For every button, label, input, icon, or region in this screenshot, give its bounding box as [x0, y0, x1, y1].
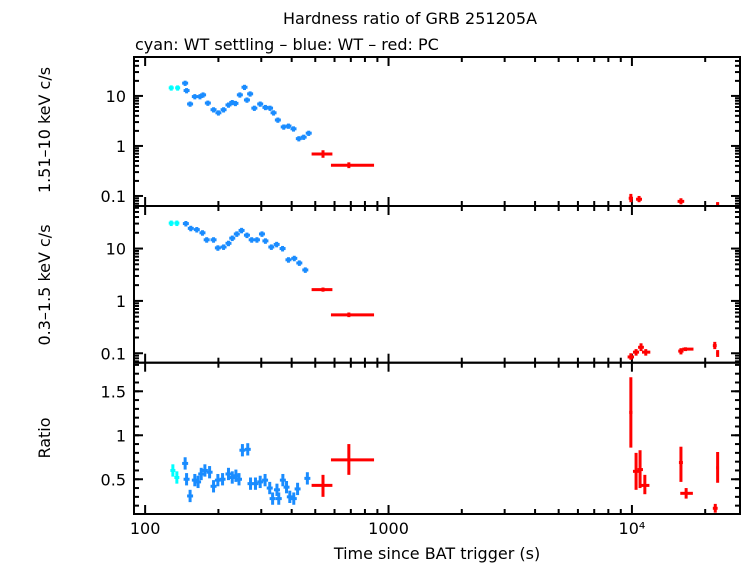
chart-title: Hardness ratio of GRB 251205A — [283, 9, 537, 28]
x-tick-label: 100 — [130, 519, 161, 538]
y-tick-label: 1.5 — [101, 382, 126, 401]
panel-frame-0 — [133, 56, 741, 207]
panel-frame-2 — [133, 361, 741, 516]
y-tick-label: 0.5 — [101, 470, 126, 489]
panel-frame-1 — [133, 205, 741, 364]
y-tick-label: 1 — [116, 426, 126, 445]
y-tick-label: 1 — [116, 292, 126, 311]
x-axis-label: Time since BAT trigger (s) — [333, 544, 540, 563]
x-tick-label: 1000 — [368, 519, 409, 538]
x-tick-label: 10⁴ — [619, 519, 646, 538]
y-tick-label: 10 — [106, 87, 126, 106]
y-tick-label: 1 — [116, 137, 126, 156]
y-tick-label: 0.1 — [101, 344, 126, 363]
y-axis-label-soft: 0.3–1.5 keV c/s — [35, 224, 54, 345]
y-axis-label-ratio: Ratio — [35, 417, 54, 458]
y-tick-label: 10 — [106, 240, 126, 259]
chart-subtitle: cyan: WT settling – blue: WT – red: PC — [135, 35, 439, 54]
y-tick-label: 0.1 — [101, 187, 126, 206]
y-axis-label-hard: 1.51–10 keV c/s — [35, 67, 54, 193]
